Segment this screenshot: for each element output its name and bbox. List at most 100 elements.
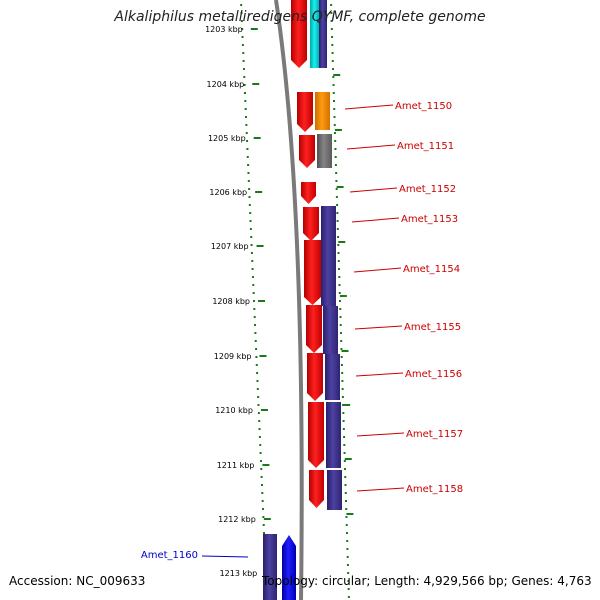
ring-dot-left bbox=[260, 468, 263, 470]
tick-label: 1212 kbp bbox=[218, 515, 256, 524]
leader-line bbox=[349, 187, 398, 193]
ring-dot-right bbox=[343, 436, 346, 438]
ring-dot-right bbox=[341, 396, 344, 398]
ring-dot-right bbox=[336, 204, 339, 206]
gene-label-amet-1156: Amet_1156 bbox=[405, 369, 462, 380]
tick-label: 1211 kbp bbox=[217, 461, 255, 470]
ring-dot-right bbox=[341, 388, 344, 390]
ring-dot-left bbox=[257, 396, 260, 398]
ring-dot-left bbox=[244, 100, 247, 102]
leader-line bbox=[351, 217, 400, 223]
tick-mark-right bbox=[346, 513, 354, 515]
ring-dot-right bbox=[336, 228, 339, 230]
ring-dot-right bbox=[342, 404, 345, 406]
ring-dot-right bbox=[334, 156, 337, 158]
ring-dot-right bbox=[331, 36, 334, 38]
ring-dot-right bbox=[336, 220, 339, 222]
ring-dot-left bbox=[247, 164, 250, 166]
ring-dot-left bbox=[246, 140, 249, 142]
gene-arrow bbox=[307, 353, 323, 401]
ring-dot-left bbox=[252, 292, 255, 294]
ring-dot-left bbox=[241, 44, 244, 46]
ring-dot-right bbox=[335, 188, 338, 190]
ring-dot-right bbox=[345, 532, 348, 534]
gene-block-amet-1160 bbox=[263, 534, 277, 600]
ring-dot-left bbox=[257, 412, 260, 414]
tick-mark bbox=[263, 518, 271, 520]
ring-dot-right bbox=[344, 468, 347, 470]
ring-dot-left bbox=[260, 484, 263, 486]
ring-dot-right bbox=[332, 68, 335, 70]
tick-label: 1213 kbp bbox=[220, 569, 258, 578]
ring-dot-right bbox=[341, 380, 344, 382]
tick-mark-right bbox=[336, 186, 344, 188]
ring-dot-left bbox=[255, 364, 258, 366]
ring-dot-right bbox=[337, 252, 340, 254]
ring-dot-left bbox=[247, 172, 250, 174]
tick-mark-right bbox=[343, 404, 351, 406]
ring-dot-left bbox=[250, 236, 253, 238]
ring-dot-left bbox=[248, 188, 251, 190]
ring-dot-left bbox=[245, 124, 248, 126]
gene-block-purple bbox=[326, 402, 341, 468]
ring-dot-right bbox=[344, 492, 347, 494]
ring-dot-right bbox=[345, 500, 347, 502]
ring-dot-right bbox=[340, 340, 343, 342]
ring-dot-left bbox=[250, 252, 253, 254]
ring-dot-left bbox=[258, 428, 261, 430]
tick-label: 1207 kbp bbox=[211, 242, 249, 251]
tick-mark bbox=[253, 137, 261, 139]
ring-dot-right bbox=[347, 580, 350, 582]
ring-dot-right bbox=[341, 372, 344, 374]
leader-line bbox=[356, 432, 405, 437]
ring-dot-left bbox=[249, 212, 252, 214]
ring-dot-left bbox=[246, 148, 249, 150]
tick-mark bbox=[260, 409, 268, 411]
ring-dot-right bbox=[333, 124, 336, 126]
ring-dot-right bbox=[346, 548, 349, 550]
ring-dot-right bbox=[347, 588, 350, 590]
ring-dot-right bbox=[333, 108, 336, 110]
ring-dot-left bbox=[263, 532, 266, 534]
ring-dot-right bbox=[330, 4, 333, 6]
ring-dot-left bbox=[262, 524, 265, 526]
ring-dot-right bbox=[332, 84, 335, 86]
gene-label-amet-1160: Amet_1160 bbox=[141, 550, 198, 561]
gene-arrow bbox=[297, 92, 313, 132]
gene-arrow bbox=[299, 135, 315, 168]
ring-dot-right bbox=[338, 292, 341, 294]
gene-label-amet-1154: Amet_1154 bbox=[403, 264, 460, 275]
ring-dot-left bbox=[242, 60, 245, 62]
ring-dot-right bbox=[338, 284, 341, 286]
tick-mark bbox=[252, 83, 260, 85]
tick-mark-right bbox=[344, 458, 352, 460]
ring-dot-right bbox=[334, 148, 337, 150]
ring-dot-right bbox=[330, 20, 333, 22]
ring-dot-left bbox=[240, 20, 243, 22]
ring-dot-left bbox=[248, 204, 251, 206]
ring-dot-left bbox=[250, 244, 253, 246]
ring-dot-left bbox=[247, 180, 250, 182]
genome-backbone bbox=[274, 0, 304, 600]
ring-dot-left bbox=[254, 332, 257, 334]
ring-dot-left bbox=[241, 28, 244, 30]
gene-label-amet-1153: Amet_1153 bbox=[401, 214, 458, 225]
ring-dot-left bbox=[262, 508, 265, 510]
leader-line bbox=[353, 267, 402, 273]
gene-block-purple bbox=[321, 206, 336, 306]
ring-dot-left bbox=[241, 36, 244, 38]
gene-block-purple bbox=[325, 354, 340, 400]
ring-dot-left bbox=[252, 284, 255, 286]
ring-dot-right bbox=[331, 44, 334, 46]
ring-dot-left bbox=[262, 516, 265, 518]
ring-dot-right bbox=[342, 412, 345, 414]
ring-dot-left bbox=[255, 348, 258, 350]
ring-dot-left bbox=[243, 76, 246, 78]
ring-dot-right bbox=[338, 276, 341, 278]
ring-dot-left bbox=[256, 372, 259, 374]
tick-mark-right bbox=[333, 74, 341, 76]
tick-label: 1208 kbp bbox=[212, 297, 250, 306]
ring-dot-right bbox=[332, 92, 335, 94]
ring-dot-right bbox=[340, 356, 343, 358]
